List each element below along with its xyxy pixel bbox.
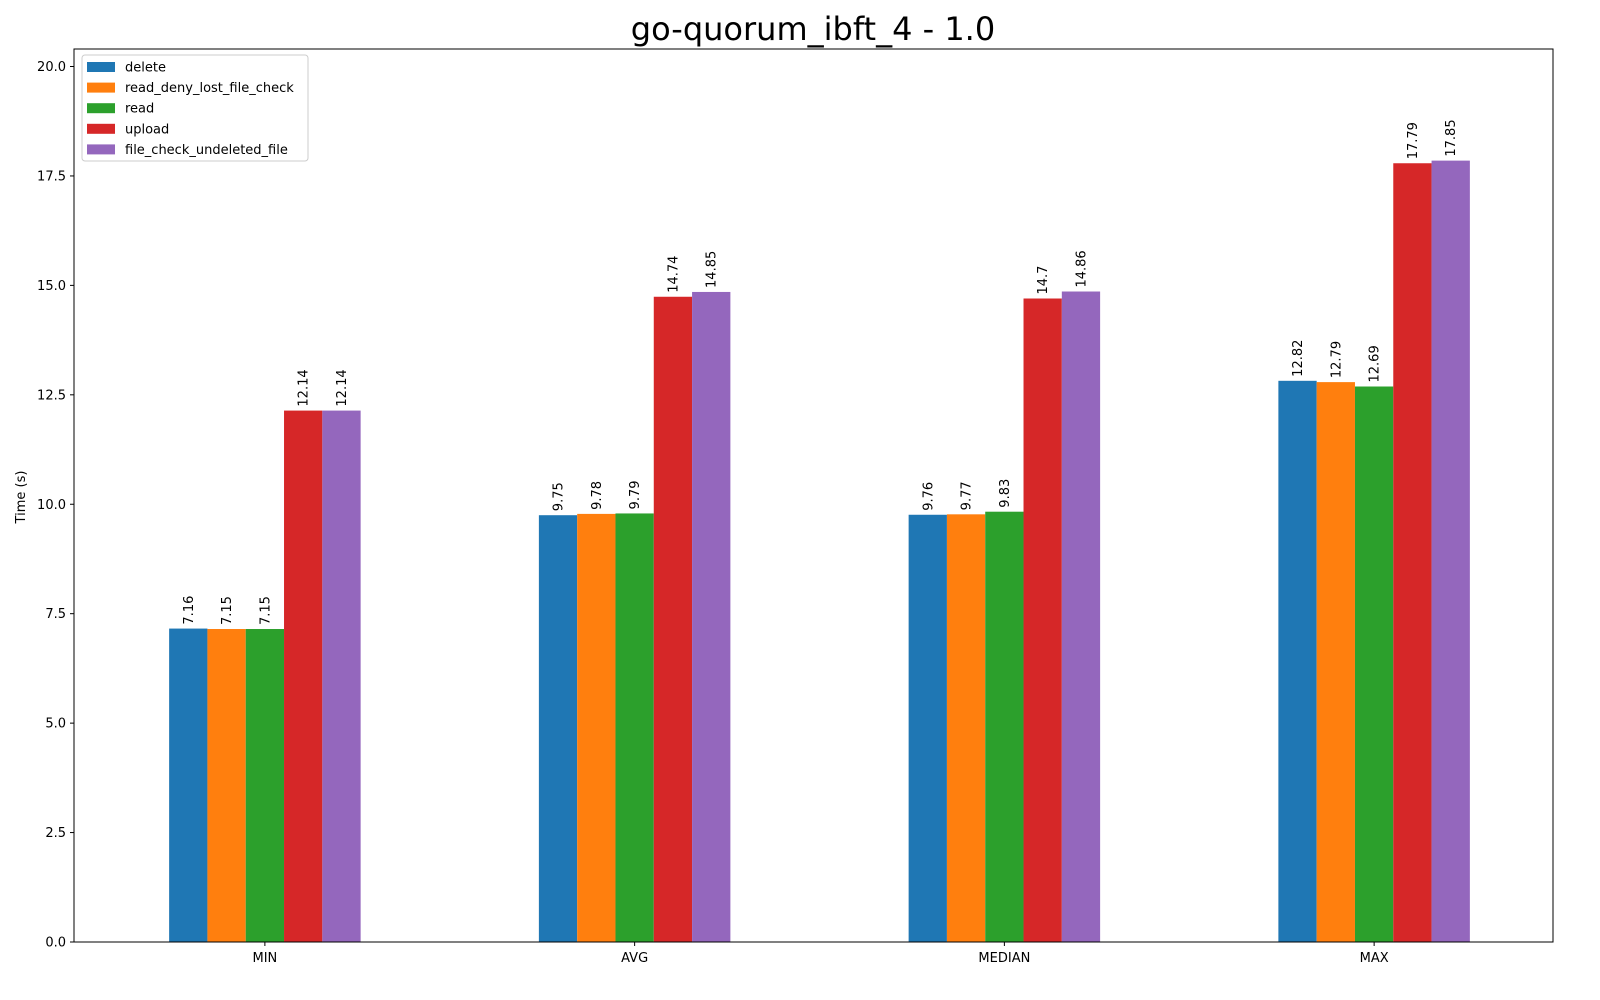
bar-file_check_undeleted_file-max <box>1431 160 1470 942</box>
value-label: 12.14 <box>297 369 312 406</box>
bar-delete-avg <box>538 515 578 942</box>
bar-read_deny_lost_file_check-max <box>1316 382 1355 942</box>
x-tick-label: MAX <box>1360 951 1389 966</box>
value-label: 9.83 <box>998 479 1013 508</box>
y-tick-label: 7.5 <box>45 607 66 622</box>
value-label: 17.79 <box>1406 122 1421 159</box>
bar-upload-max <box>1393 163 1432 942</box>
value-label: 12.69 <box>1368 345 1383 382</box>
x-tick-label: AVG <box>621 951 648 966</box>
value-label: 17.85 <box>1444 119 1459 156</box>
bar-read_deny_lost_file_check-avg <box>577 513 616 942</box>
legend-label: read <box>125 102 154 117</box>
value-label: 14.74 <box>666 256 681 293</box>
legend-label: upload <box>125 122 169 137</box>
y-tick-label: 2.5 <box>45 826 66 841</box>
legend-swatch-upload <box>87 123 115 134</box>
x-tick-label: MEDIAN <box>978 951 1030 966</box>
bar-read-median <box>985 511 1024 942</box>
chart-title: go-quorum_ibft_4 - 1.0 <box>631 10 995 48</box>
value-label: 7.15 <box>220 596 235 625</box>
legend-swatch-read <box>87 103 115 114</box>
y-tick-label: 17.5 <box>37 169 66 184</box>
legend-box <box>81 54 309 162</box>
value-label: 9.78 <box>590 481 605 510</box>
value-label: 9.77 <box>960 481 975 510</box>
bar-upload-avg <box>653 296 693 942</box>
legend-swatch-delete <box>87 62 115 72</box>
bar-file_check_undeleted_file-median <box>1061 291 1101 942</box>
value-label: 12.14 <box>335 369 350 406</box>
bar-delete-median <box>908 514 947 942</box>
bar-file_check_undeleted_file-avg <box>692 291 731 942</box>
axes-frame <box>73 48 1554 943</box>
value-label: 9.76 <box>921 482 936 511</box>
value-label: 9.79 <box>628 480 643 509</box>
value-label: 7.16 <box>182 596 197 625</box>
bar-read-max <box>1354 386 1394 942</box>
legend-label: read_deny_lost_file_check <box>125 81 294 96</box>
y-tick-label: 5.0 <box>45 717 66 732</box>
value-label: 14.85 <box>705 251 720 288</box>
legend-swatch-file_check_undeleted_file <box>87 144 115 155</box>
bar-file_check_undeleted_file-min <box>322 410 361 943</box>
y-tick-label: 10.0 <box>37 498 66 513</box>
bar-read-avg <box>615 513 654 942</box>
value-label: 12.79 <box>1329 341 1344 378</box>
plot-area: 7.16 9.75 9.76 12.82 7.15 9.78 9.77 12.79 7.15 9.… <box>37 48 1554 966</box>
bar-upload-min <box>284 410 323 943</box>
bar-read-min <box>245 629 285 942</box>
bar-read_deny_lost_file_check-min <box>207 629 246 942</box>
x-tick-label: MIN <box>252 951 277 966</box>
legend-swatch-read_deny_lost_file_check <box>87 82 115 93</box>
bar-delete-max <box>1278 380 1317 942</box>
value-label: 12.82 <box>1291 340 1306 377</box>
bar-upload-median <box>1023 298 1062 942</box>
value-label: 7.15 <box>258 596 273 625</box>
value-label: 14.7 <box>1036 266 1051 295</box>
bar-read_deny_lost_file_check-median <box>946 514 986 942</box>
y-axis-label: Time (s) <box>14 471 29 525</box>
y-tick-label: 20.0 <box>37 60 66 75</box>
legend-label: file_check_undeleted_file <box>125 143 288 158</box>
y-tick-label: 12.5 <box>37 388 66 403</box>
value-label: 14.86 <box>1074 250 1089 287</box>
bar-delete-min <box>169 628 208 942</box>
y-tick-label: 15.0 <box>37 279 66 294</box>
y-tick-label: 0.0 <box>45 936 66 951</box>
value-label: 9.75 <box>552 482 567 511</box>
legend-label: delete <box>125 61 166 76</box>
